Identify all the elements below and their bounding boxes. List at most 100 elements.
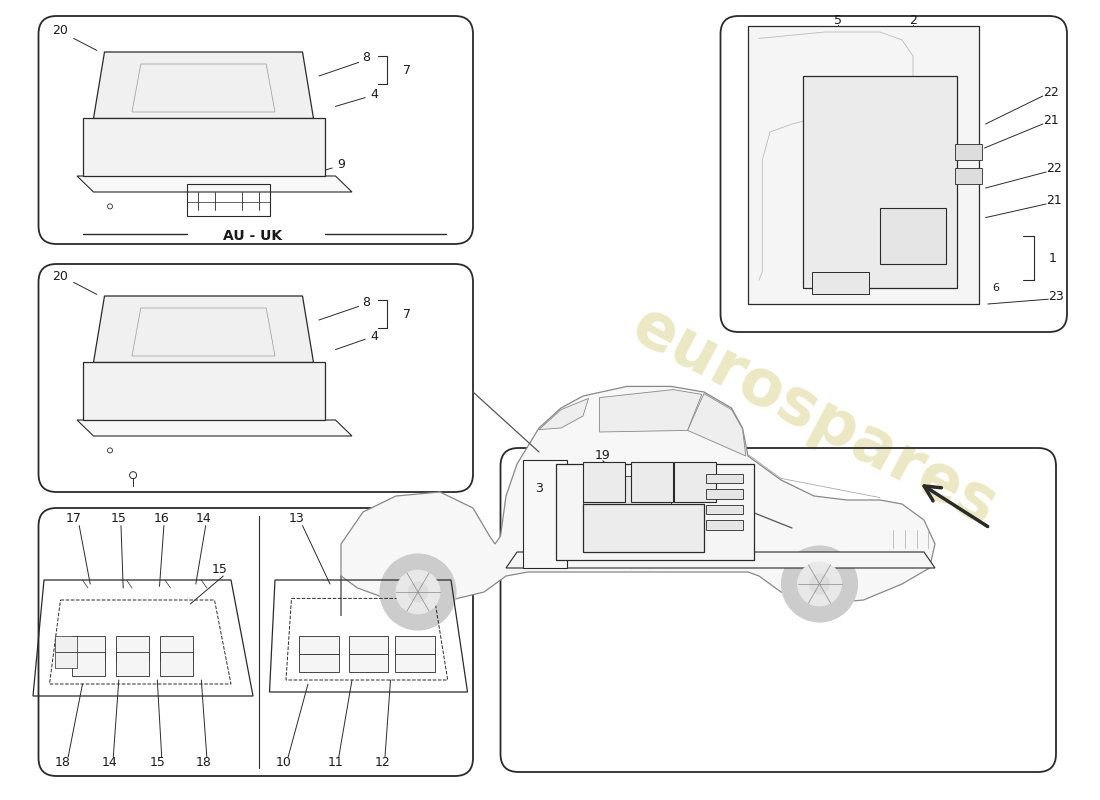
Circle shape (379, 554, 456, 630)
Circle shape (798, 562, 842, 606)
Text: 21: 21 (1046, 194, 1062, 206)
Text: 15: 15 (150, 756, 165, 769)
Circle shape (764, 283, 769, 287)
Bar (878, 189, 902, 213)
Bar (812, 189, 836, 213)
Text: 20: 20 (53, 24, 68, 37)
Polygon shape (583, 476, 671, 504)
Text: 16: 16 (154, 512, 169, 525)
Text: 7: 7 (403, 308, 411, 321)
Polygon shape (688, 394, 746, 456)
Bar (812, 222, 836, 246)
Polygon shape (94, 296, 313, 362)
Bar (845, 222, 869, 246)
Bar (878, 88, 902, 112)
Polygon shape (631, 462, 673, 502)
Text: 14: 14 (196, 512, 211, 525)
Polygon shape (748, 26, 979, 304)
Text: 13: 13 (289, 512, 305, 525)
Text: a passion since 1985: a passion since 1985 (613, 415, 883, 577)
Polygon shape (77, 420, 352, 436)
Bar (845, 189, 869, 213)
Circle shape (408, 582, 428, 602)
Polygon shape (706, 505, 743, 514)
Text: 4: 4 (370, 330, 378, 342)
Polygon shape (160, 652, 192, 676)
Circle shape (396, 570, 440, 614)
Text: 10: 10 (276, 756, 292, 769)
Text: 4: 4 (370, 88, 378, 101)
Text: 18: 18 (196, 756, 211, 769)
Text: 22: 22 (1043, 86, 1058, 98)
Polygon shape (955, 144, 982, 160)
Polygon shape (803, 76, 957, 288)
Text: 7: 7 (403, 64, 411, 77)
Text: 17: 17 (66, 512, 81, 525)
Polygon shape (341, 386, 935, 616)
Bar (845, 155, 869, 179)
Polygon shape (160, 636, 192, 660)
Polygon shape (588, 484, 621, 496)
Polygon shape (556, 464, 754, 560)
Polygon shape (674, 462, 716, 502)
Text: 8: 8 (362, 51, 371, 64)
Text: 2: 2 (909, 14, 917, 26)
Polygon shape (55, 636, 77, 652)
Polygon shape (506, 552, 935, 568)
Text: 9: 9 (337, 158, 345, 170)
Bar (812, 155, 836, 179)
Circle shape (960, 283, 965, 287)
Polygon shape (880, 208, 946, 264)
Polygon shape (299, 654, 339, 672)
Text: 15: 15 (111, 512, 126, 525)
Bar (845, 88, 869, 112)
Bar (878, 122, 902, 146)
Text: 23: 23 (1048, 290, 1064, 302)
Bar (812, 122, 836, 146)
Text: 15: 15 (212, 563, 228, 576)
Polygon shape (706, 520, 743, 530)
Polygon shape (955, 168, 982, 184)
Polygon shape (55, 652, 77, 668)
Text: 8: 8 (362, 296, 371, 309)
Bar (845, 122, 869, 146)
Polygon shape (522, 460, 566, 568)
Text: 14: 14 (102, 756, 118, 769)
Polygon shape (299, 636, 339, 654)
Polygon shape (583, 504, 704, 552)
Polygon shape (349, 654, 388, 672)
Polygon shape (116, 636, 148, 660)
Text: 6: 6 (992, 283, 999, 293)
Polygon shape (82, 362, 324, 420)
Circle shape (960, 39, 965, 43)
Polygon shape (349, 636, 388, 654)
Polygon shape (72, 636, 104, 660)
Text: 20: 20 (53, 270, 68, 282)
Polygon shape (583, 462, 625, 502)
Polygon shape (600, 390, 702, 432)
Polygon shape (72, 652, 104, 676)
Polygon shape (82, 118, 324, 176)
Polygon shape (94, 52, 313, 118)
Bar (878, 222, 902, 246)
Circle shape (781, 546, 858, 622)
Text: 3: 3 (535, 482, 543, 494)
Text: 5: 5 (834, 14, 843, 26)
Text: 21: 21 (1043, 114, 1058, 126)
Text: 18: 18 (55, 756, 70, 769)
Polygon shape (812, 272, 869, 294)
Text: 1: 1 (1048, 252, 1057, 265)
Bar (812, 88, 836, 112)
Circle shape (810, 574, 829, 594)
Text: 11: 11 (328, 756, 343, 769)
Text: AU - UK: AU - UK (223, 229, 283, 243)
Polygon shape (77, 176, 352, 192)
Polygon shape (706, 474, 743, 483)
Bar (878, 155, 902, 179)
Text: eurospares: eurospares (621, 294, 1006, 538)
Text: 19: 19 (595, 450, 610, 462)
Polygon shape (395, 654, 434, 672)
Polygon shape (395, 636, 434, 654)
Polygon shape (706, 489, 743, 498)
Text: 22: 22 (1046, 162, 1062, 174)
